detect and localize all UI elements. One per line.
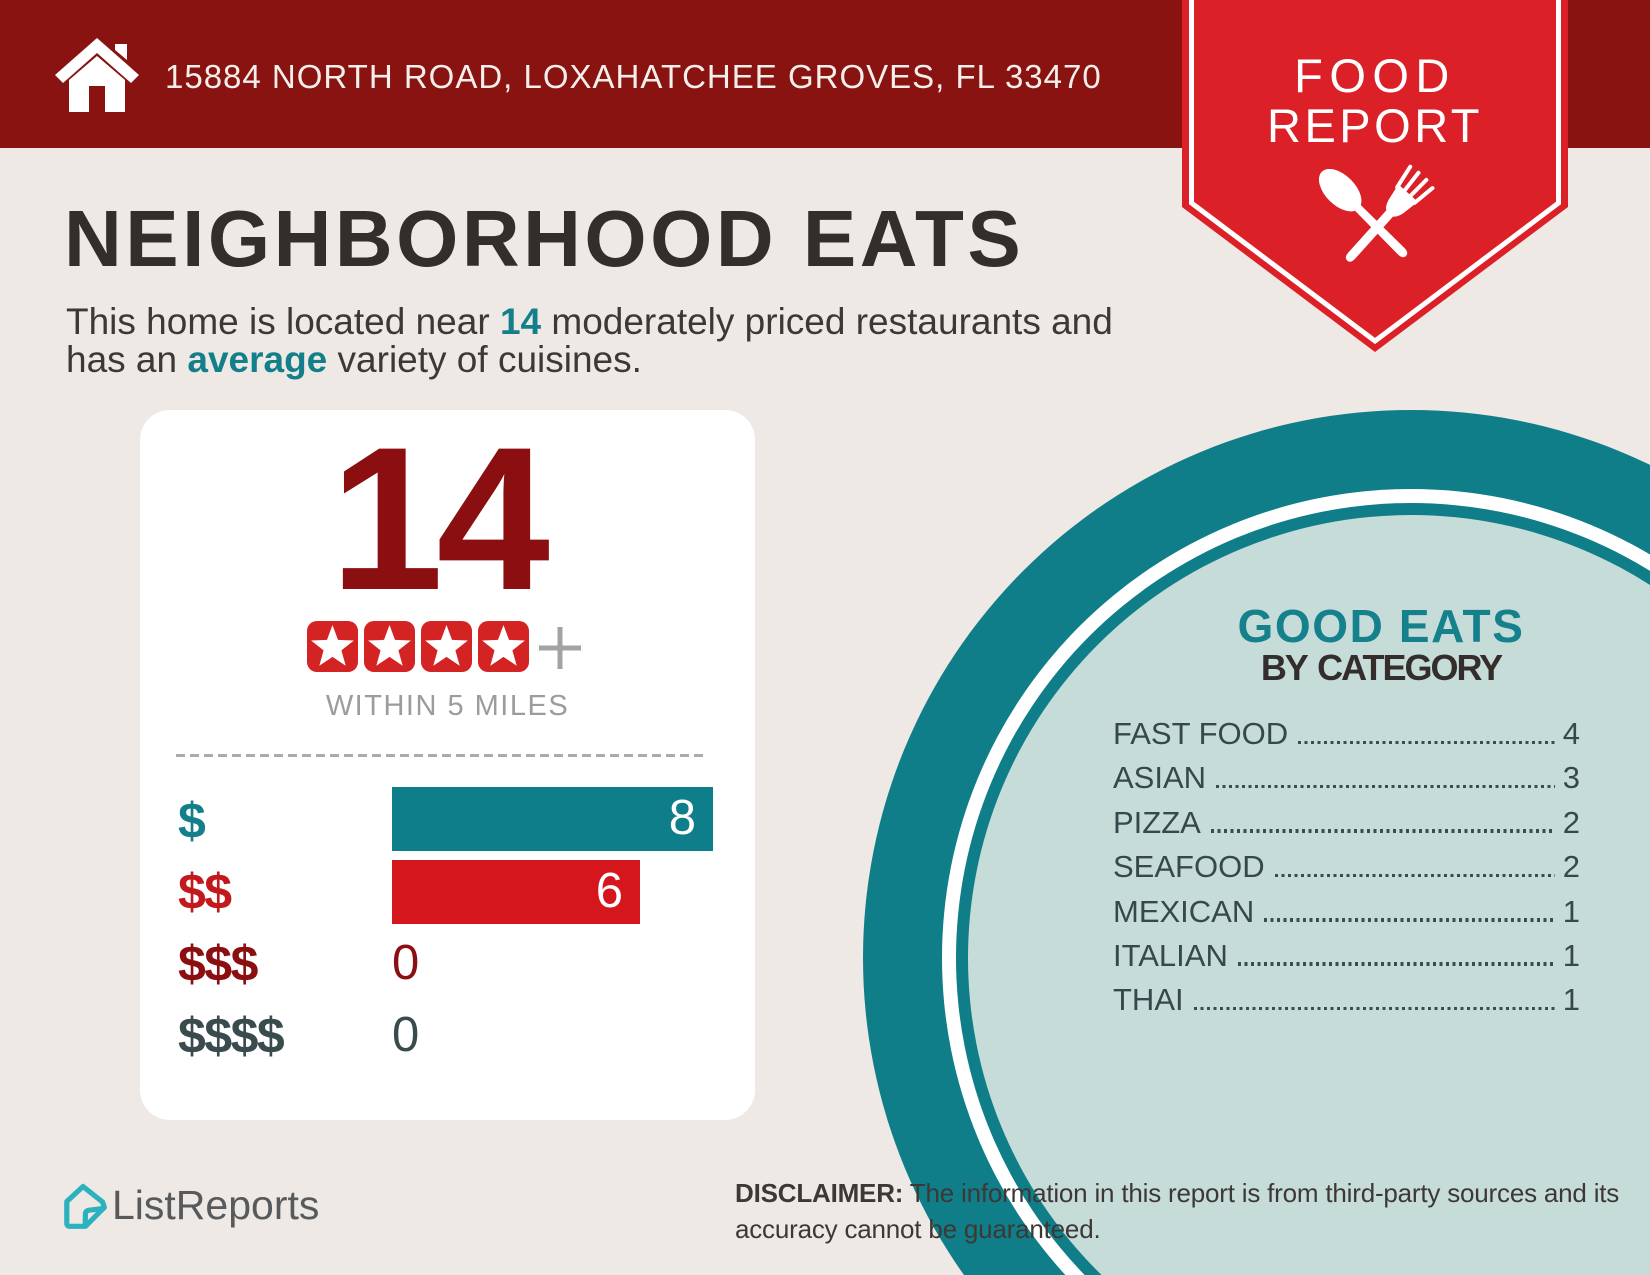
svg-text:FOOD: FOOD — [1294, 49, 1456, 102]
svg-text:REPORT: REPORT — [1267, 99, 1483, 152]
